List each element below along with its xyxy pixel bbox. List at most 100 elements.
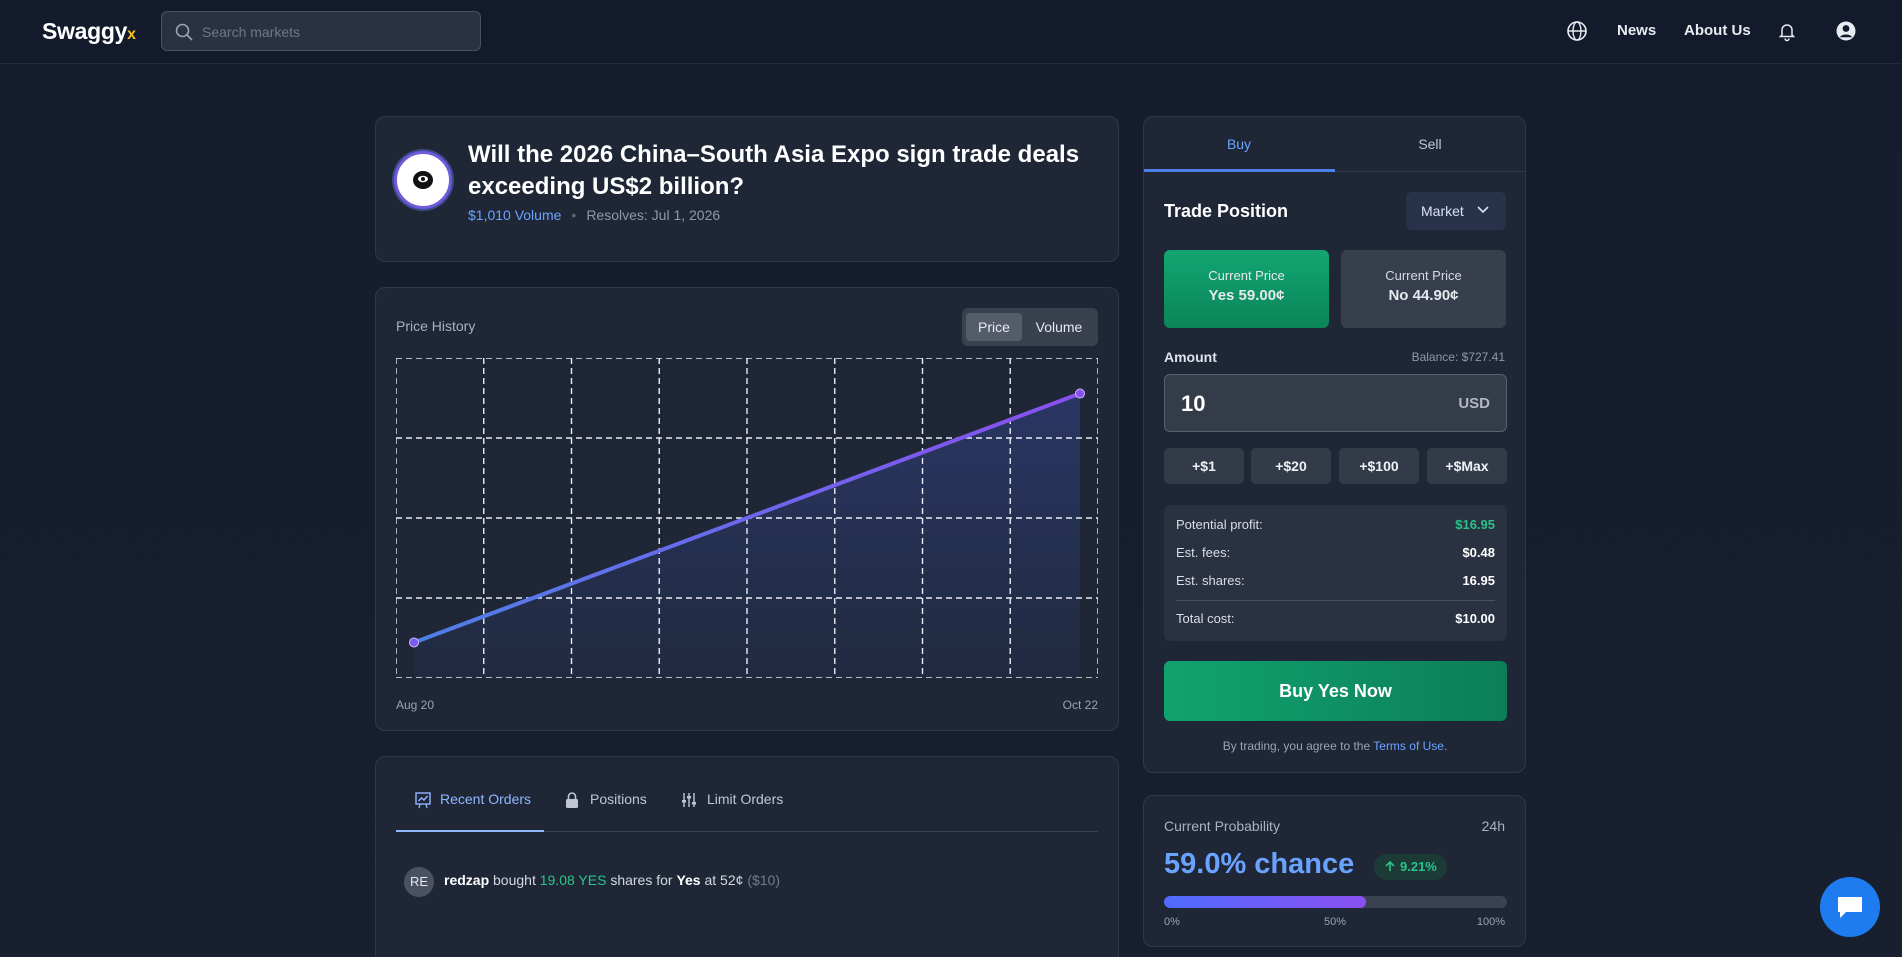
terms-link[interactable]: Terms of Use [1373,739,1444,753]
tab-positions-label: Positions [590,791,647,807]
fees-value: $0.48 [1462,545,1495,560]
balance-text: Balance: $727.41 [1411,350,1505,364]
market-avatar [394,151,452,209]
toggle-volume[interactable]: Volume [1035,319,1083,335]
no-price-label: Current Price [1385,268,1462,283]
no-price-value: No 44.90¢ [1388,287,1459,304]
summary-shares-row: Est. shares: 16.95 [1176,573,1495,588]
terms-prefix: By trading, you agree to the [1222,739,1371,753]
profit-value: $16.95 [1455,517,1495,532]
orders-card: Recent Orders Positions Limit Orders RE … [375,756,1119,957]
buy-yes-button[interactable]: Buy Yes Now [1164,661,1507,721]
add-20-button[interactable]: +$20 [1251,448,1331,484]
market-logo-icon [413,171,433,189]
scale-min: 0% [1164,916,1180,928]
trade-title: Trade Position [1164,201,1289,221]
price-point [1075,388,1085,399]
tabs-divider [396,831,1098,832]
fees-label: Est. fees: [1176,545,1231,560]
arrow-up-icon [1385,860,1395,871]
market-resolves: Resolves: Jul 1, 2026 [586,207,721,223]
summary-profit-row: Potential profit: $16.95 [1176,517,1495,532]
chat-button[interactable] [1820,877,1880,937]
lock-icon [566,792,578,808]
scale-mid: 50% [1324,916,1347,928]
bell-icon[interactable] [1776,20,1798,42]
add-max-button[interactable]: +$Max [1427,448,1507,484]
nav-news-link[interactable]: News [1617,22,1657,39]
order-shares: 19.08 YES [539,872,607,888]
active-tab-indicator [396,830,544,832]
chat-bubble-icon [1838,897,1862,918]
site-logo[interactable]: Swaggyx [42,18,136,45]
x-axis-end: Oct 22 [1062,698,1098,712]
summary-divider [1176,600,1495,601]
yes-price-label: Current Price [1208,268,1285,283]
chart-mode-toggle: Price Volume [962,308,1098,346]
shares-value: 16.95 [1462,573,1495,588]
top-header: Swaggyx Search markets News About Us [0,0,1902,64]
price-history-card: Price History Price Volume Aug 20 Oct 22 [375,287,1119,731]
scale-max: 100% [1476,916,1505,928]
price-chart[interactable] [396,358,1098,678]
probability-value: 59.0% chance [1164,848,1355,880]
user-icon[interactable] [1835,20,1857,42]
probability-bar [1164,896,1507,908]
probability-period[interactable]: 24h [1481,818,1505,834]
trade-panel: Buy Sell Trade Position Market Current P… [1143,116,1526,773]
probability-bar-fill [1164,896,1367,908]
order-type-dropdown[interactable]: Market [1406,192,1506,230]
market-meta: $1,010 Volume • Resolves: Jul 1, 2026 [468,207,720,223]
search-input[interactable]: Search markets [202,24,301,40]
x-axis-start: Aug 20 [396,698,435,712]
probability-card: Current Probability 24h 59.0% chance 9.2… [1143,795,1526,947]
profit-label: Potential profit: [1176,517,1263,532]
probability-label: Current Probability [1164,818,1280,834]
price-area [414,393,1080,678]
order-mid: shares for [610,872,673,888]
terms-note: By trading, you agree to the Terms of Us… [1144,739,1526,753]
price-point [409,637,419,648]
order-type-value: Market [1421,203,1464,219]
add-1-button[interactable]: +$1 [1164,448,1244,484]
shares-label: Est. shares: [1176,573,1245,588]
amount-label: Amount [1164,349,1217,365]
meta-separator: • [571,207,577,223]
summary-fees-row: Est. fees: $0.48 [1176,545,1495,560]
nav-about-link[interactable]: About Us [1684,22,1751,39]
avatar: RE [404,867,434,897]
tab-limit-orders-label: Limit Orders [707,791,784,807]
order-side: Yes [676,872,701,888]
chart-label: Price History [396,318,476,334]
tab-recent-orders-label: Recent Orders [440,791,532,807]
market-volume: $1,010 Volume [468,207,562,223]
amount-currency: USD [1458,395,1490,412]
list-item: redzap bought 19.08 YES shares for Yes a… [444,872,780,888]
trade-summary: Potential profit: $16.95 Est. fees: $0.48 … [1164,505,1507,641]
search-icon [175,23,193,41]
order-user[interactable]: redzap [444,872,490,888]
price-line [412,391,1082,645]
market-header-card: Will the 2026 China–South Asia Expo sign… [375,116,1119,262]
amount-value: 10 [1181,391,1206,416]
globe-icon[interactable] [1566,20,1588,42]
amount-field[interactable]: 10 USD [1164,374,1507,432]
sliders-icon [682,793,696,807]
trade-tab-indicator [1144,169,1335,172]
search-box[interactable]: Search markets [161,11,481,51]
logo-text: Swaggy [42,18,128,44]
probability-change: 9.21% [1400,859,1437,874]
yes-price-card[interactable]: Current Price Yes 59.00¢ [1164,250,1329,328]
toggle-price[interactable]: Price [966,313,1022,341]
tab-sell[interactable]: Sell [1418,136,1442,152]
logo-suffix: x [127,26,136,43]
yes-price-value: Yes 59.00¢ [1208,287,1285,304]
order-amount: ($10) [747,872,780,888]
terms-suffix: . [1443,739,1448,753]
total-label: Total cost: [1176,611,1235,626]
probability-change-badge: 9.21% [1374,854,1447,880]
tab-buy[interactable]: Buy [1226,136,1252,152]
market-title: Will the 2026 China–South Asia Expo sign… [468,141,1080,200]
no-price-card[interactable]: Current Price No 44.90¢ [1341,250,1506,328]
add-100-button[interactable]: +$100 [1339,448,1419,484]
